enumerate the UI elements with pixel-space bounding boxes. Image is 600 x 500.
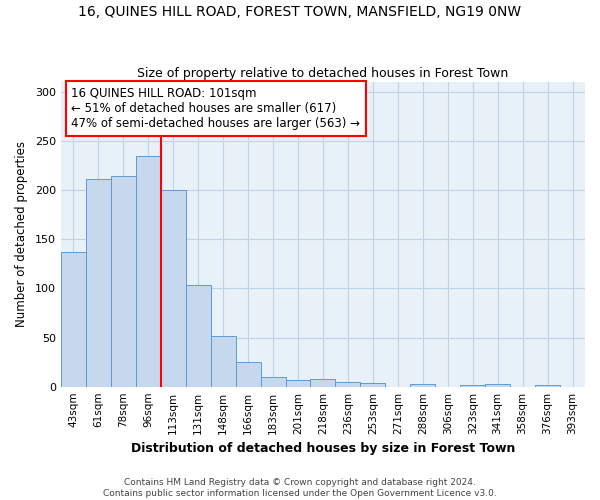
Bar — [236, 362, 260, 386]
Bar — [186, 286, 211, 386]
Bar — [460, 384, 485, 386]
Bar — [286, 380, 310, 386]
Text: 16, QUINES HILL ROAD, FOREST TOWN, MANSFIELD, NG19 0NW: 16, QUINES HILL ROAD, FOREST TOWN, MANSF… — [79, 5, 521, 19]
Y-axis label: Number of detached properties: Number of detached properties — [15, 142, 28, 328]
Bar — [86, 180, 111, 386]
Bar — [410, 384, 435, 386]
Bar — [136, 156, 161, 386]
Bar — [335, 382, 361, 386]
Bar — [310, 379, 335, 386]
X-axis label: Distribution of detached houses by size in Forest Town: Distribution of detached houses by size … — [131, 442, 515, 455]
Title: Size of property relative to detached houses in Forest Town: Size of property relative to detached ho… — [137, 66, 509, 80]
Bar — [260, 377, 286, 386]
Bar — [535, 384, 560, 386]
Bar — [485, 384, 510, 386]
Bar — [161, 190, 186, 386]
Text: Contains HM Land Registry data © Crown copyright and database right 2024.
Contai: Contains HM Land Registry data © Crown c… — [103, 478, 497, 498]
Bar — [61, 252, 86, 386]
Bar — [211, 336, 236, 386]
Bar — [111, 176, 136, 386]
Text: 16 QUINES HILL ROAD: 101sqm
← 51% of detached houses are smaller (617)
47% of se: 16 QUINES HILL ROAD: 101sqm ← 51% of det… — [71, 86, 361, 130]
Bar — [361, 382, 385, 386]
